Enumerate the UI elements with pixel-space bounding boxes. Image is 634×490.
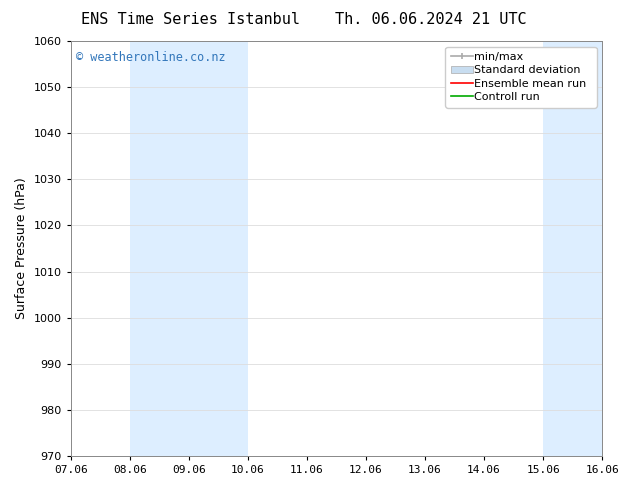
Legend: min/max, Standard deviation, Ensemble mean run, Controll run: min/max, Standard deviation, Ensemble me… xyxy=(446,47,597,108)
Text: Th. 06.06.2024 21 UTC: Th. 06.06.2024 21 UTC xyxy=(335,12,527,27)
Text: ENS Time Series Istanbul: ENS Time Series Istanbul xyxy=(81,12,300,27)
Bar xyxy=(130,41,248,456)
Text: © weatheronline.co.nz: © weatheronline.co.nz xyxy=(76,51,226,64)
Y-axis label: Surface Pressure (hPa): Surface Pressure (hPa) xyxy=(15,178,28,319)
Bar xyxy=(543,41,602,456)
